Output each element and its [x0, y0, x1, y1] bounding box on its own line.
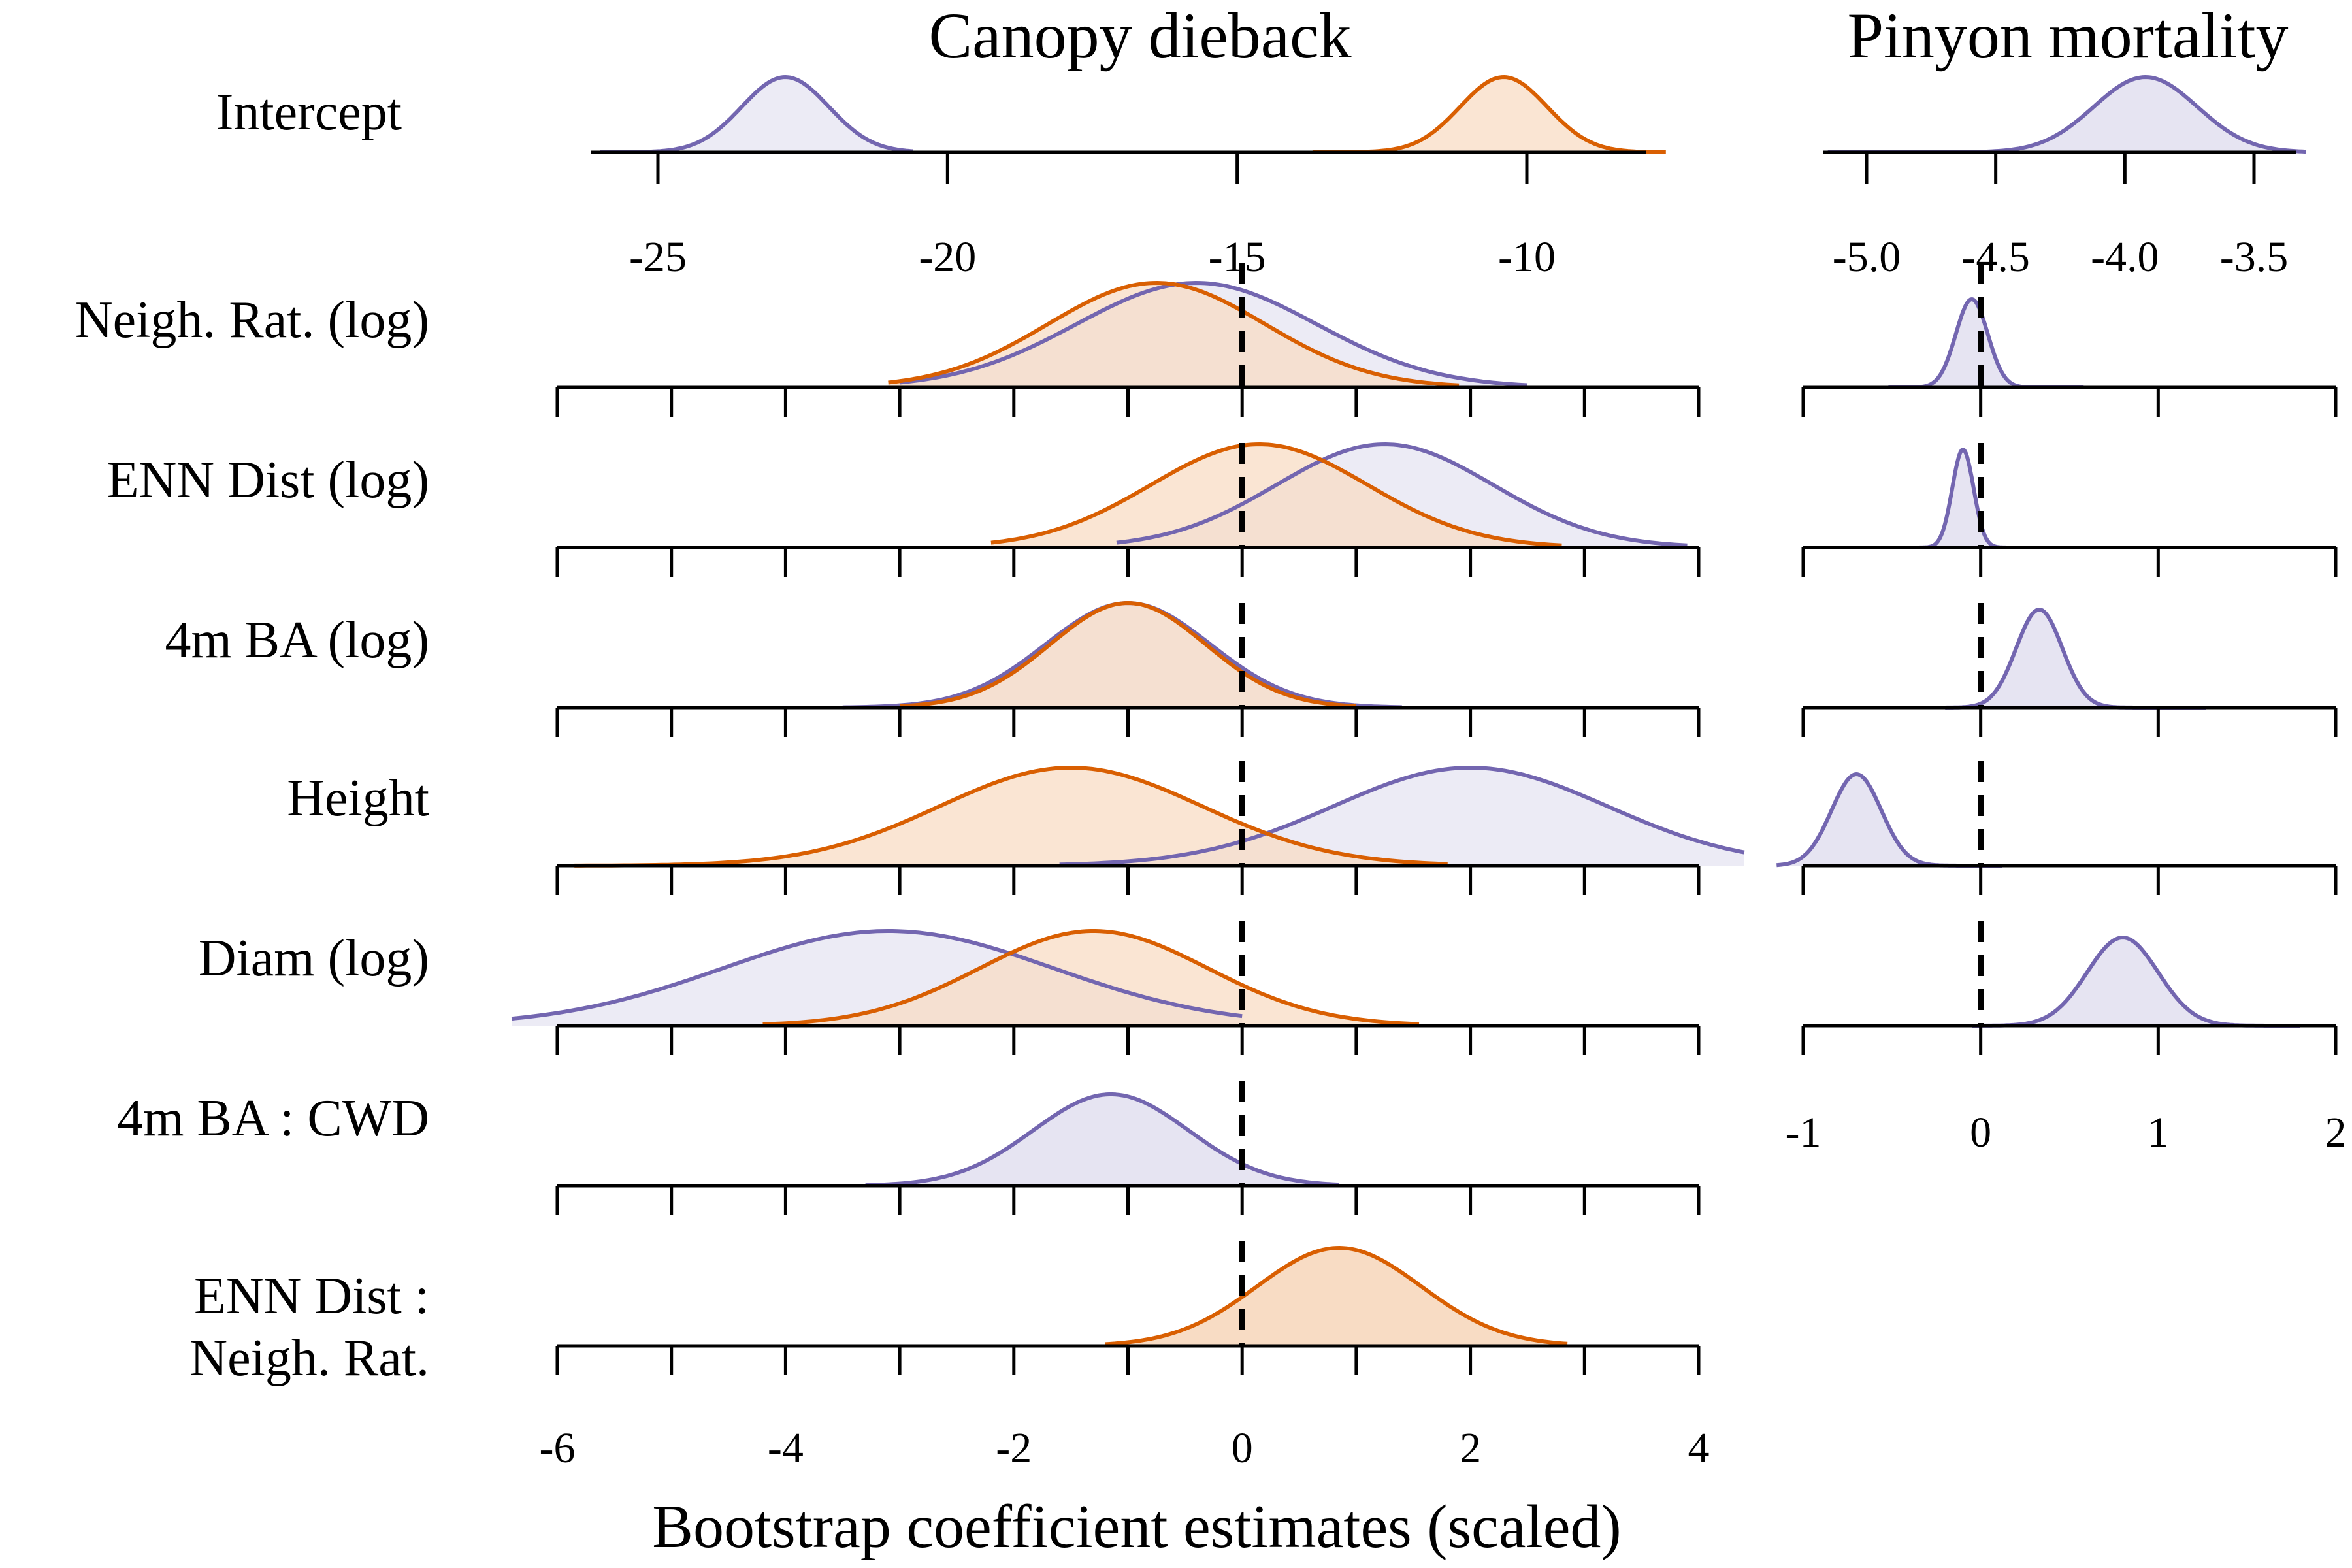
orange-density-line [574, 766, 1448, 868]
row-label: Height [287, 770, 429, 827]
orange-density-fill [574, 768, 1448, 866]
intercept-tick-label: -15 [1209, 233, 1266, 281]
purple-density-fill [1888, 299, 2084, 387]
purple-density-fill [600, 77, 913, 152]
purple-density-line [865, 1092, 1339, 1188]
pinyon-x-tick-label: 0 [1970, 1109, 1991, 1156]
canopy-row-height: Height [287, 761, 1745, 895]
orange-density-line [899, 601, 1357, 708]
row-label: 4m BA : CWD [117, 1090, 429, 1147]
canopy-x-tick-label: -4 [768, 1424, 804, 1472]
purple-density-fill [1972, 938, 2300, 1026]
canopy-row-4m-ba-cwd: 4m BA : CWD [117, 1081, 1701, 1215]
canopy-x-tick-label: 0 [1232, 1424, 1253, 1472]
canopy-row-neigh-rat-log: Neigh. Rat. (log) [75, 263, 1701, 417]
purple-density-fill [1776, 774, 2002, 866]
canopy-row-diam-log: Diam (log) [199, 921, 1701, 1055]
intercept-tick-label: -3.5 [2220, 233, 2288, 281]
purple-density-line [899, 281, 1528, 387]
canopy-x-tick-label: -6 [540, 1424, 576, 1472]
intercept-tick-label: -20 [919, 233, 976, 281]
purple-density-fill [1945, 610, 2206, 708]
purple-density-line [1116, 442, 1688, 547]
pinyon-panel: -5.0 -4.5 -4.0 -3.5 -1 0 1 2 [1776, 75, 2347, 1156]
pinyon-x-tick-label: -1 [1786, 1109, 1821, 1156]
row-label: Intercept [216, 84, 402, 141]
orange-density-fill [762, 931, 1419, 1026]
orange-density-line [1105, 1246, 1568, 1347]
row-label: Neigh. Rat. (log) [75, 291, 429, 349]
row-label: ENN Dist (log) [107, 451, 429, 509]
purple-density-fill [1881, 449, 2038, 547]
canopy-row-enn-dist-neigh-rat: ENN Dist :Neigh. Rat. [189, 1241, 1701, 1387]
orange-density-fill [1312, 77, 1666, 152]
canopy-row-enn-dist-log: ENN Dist (log) [107, 442, 1701, 577]
pinyon-x-tick-label: 1 [2148, 1109, 2169, 1156]
purple-density-line [511, 929, 1243, 1021]
pinyon-panel-title: Pinyon mortality [1848, 0, 2289, 72]
row-label: Neigh. Rat. [189, 1330, 429, 1387]
pinyon-x-tick-label: 2 [2325, 1109, 2347, 1156]
intercept-tick-label: -4.0 [2091, 233, 2159, 281]
intercept-tick-label: -5.0 [1833, 233, 1901, 281]
orange-density-line [762, 929, 1420, 1026]
row-label: 4m BA (log) [165, 612, 429, 669]
canopy-x-tick-label: -2 [996, 1424, 1032, 1472]
canopy-x-tick-label: 4 [1688, 1424, 1710, 1472]
purple-density-fill [1827, 77, 2306, 152]
x-axis-title: Bootstrap coefficient estimates (scaled) [652, 1493, 1621, 1561]
row-label: ENN Dist : [194, 1267, 429, 1325]
orange-density-fill [888, 283, 1460, 387]
pinyon-row-4m-ba-log [1801, 603, 2338, 737]
purple-density-line [1059, 766, 1745, 867]
pinyon-row-neigh-rat-log [1801, 263, 2338, 417]
orange-density-fill [1105, 1248, 1568, 1346]
canopy-panel-title: Canopy dieback [928, 0, 1351, 72]
pinyon-row-height [1776, 761, 2338, 895]
pinyon-row-intercept: -5.0 -4.5 -4.0 -3.5 [1823, 75, 2306, 281]
pinyon-row-diam-log [1801, 921, 2338, 1055]
canopy-x-tick-label: 2 [1460, 1424, 1481, 1472]
intercept-tick-label: -10 [1498, 233, 1556, 281]
pinyon-row-enn-dist-log [1801, 443, 2338, 577]
orange-density-fill [990, 444, 1562, 547]
canopy-row-intercept: Intercept -25 -20 -15 -10 [216, 75, 1666, 281]
canopy-row-4m-ba-log: 4m BA (log) [165, 601, 1701, 737]
row-label: Diam (log) [199, 930, 429, 987]
intercept-tick-label: -25 [629, 233, 687, 281]
intercept-tick-label: -4.5 [1961, 233, 2029, 281]
orange-density-line [888, 281, 1460, 387]
orange-density-line [990, 442, 1562, 547]
